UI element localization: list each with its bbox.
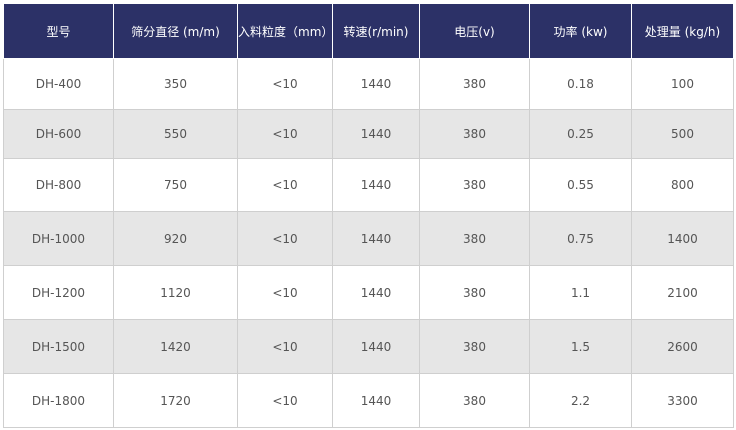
table-cell: 350 [113,58,238,110]
header-row: 型号 筛分直径 (m/m) 入料粒度（mm） 转速(r/min) 电压(v) 功率 (kw… [3,3,734,59]
table-cell: DH-1000 [3,211,114,266]
table-cell: 800 [631,158,734,212]
table-cell: <10 [237,373,333,428]
table-cell: 550 [113,109,238,159]
table-row: DH-800 750 <10 1440 380 0.55 800 [3,158,734,212]
table-cell: 1440 [332,58,420,110]
table-cell: 0.25 [529,109,632,159]
table-cell: 1.1 [529,265,632,320]
table-cell: <10 [237,265,333,320]
table-cell: 1440 [332,158,420,212]
table-cell: 380 [419,265,530,320]
table-cell: 1.5 [529,319,632,374]
table-cell: DH-600 [3,109,114,159]
table-cell: <10 [237,109,333,159]
header-cell: 型号 [3,3,114,59]
table-cell: 0.75 [529,211,632,266]
header-cell: 筛分直径 (m/m) [113,3,238,59]
table-cell: DH-800 [3,158,114,212]
table-cell: 920 [113,211,238,266]
table-cell: <10 [237,319,333,374]
table-cell: 1440 [332,265,420,320]
table-cell: <10 [237,158,333,212]
table-cell: 1440 [332,319,420,374]
header-cell: 入料粒度（mm） [237,3,333,59]
table-cell: DH-1500 [3,319,114,374]
spec-table-wrap: 型号 筛分直径 (m/m) 入料粒度（mm） 转速(r/min) 电压(v) 功率 (kw… [3,3,734,428]
table-cell: 1440 [332,211,420,266]
header-cell: 转速(r/min) [332,3,420,59]
table-cell: DH-400 [3,58,114,110]
table-cell: 1720 [113,373,238,428]
table-cell: 2100 [631,265,734,320]
header-cell: 处理量 (kg/h) [631,3,734,59]
table-cell: 1400 [631,211,734,266]
table-cell: 0.18 [529,58,632,110]
table-cell: 380 [419,319,530,374]
table-cell: 1420 [113,319,238,374]
table-cell: 380 [419,211,530,266]
table-cell: <10 [237,58,333,110]
table-cell: 380 [419,58,530,110]
table-row: DH-1000 920 <10 1440 380 0.75 1400 [3,211,734,266]
table-cell: 3300 [631,373,734,428]
table-cell: 750 [113,158,238,212]
table-body: DH-400 350 <10 1440 380 0.18 100 DH-600 550 <10 14… [3,58,734,428]
table-cell: 2.2 [529,373,632,428]
table-cell: <10 [237,211,333,266]
table-row: DH-1200 1120 <10 1440 380 1.1 2100 [3,265,734,320]
spec-table: 型号 筛分直径 (m/m) 入料粒度（mm） 转速(r/min) 电压(v) 功率 (kw… [3,3,734,428]
header-cell: 电压(v) [419,3,530,59]
table-row: DH-1500 1420 <10 1440 380 1.5 2600 [3,319,734,374]
table-cell: 2600 [631,319,734,374]
table-cell: 1120 [113,265,238,320]
table-row: DH-600 550 <10 1440 380 0.25 500 [3,109,734,159]
table-row: DH-1800 1720 <10 1440 380 2.2 3300 [3,373,734,428]
table-cell: 500 [631,109,734,159]
table-cell: 380 [419,109,530,159]
table-cell: DH-1800 [3,373,114,428]
table-cell: 380 [419,158,530,212]
table-cell: DH-1200 [3,265,114,320]
header-cell: 功率 (kw) [529,3,632,59]
table-cell: 0.55 [529,158,632,212]
table-cell: 380 [419,373,530,428]
table-cell: 1440 [332,373,420,428]
table-cell: 1440 [332,109,420,159]
table-cell: 100 [631,58,734,110]
table-row: DH-400 350 <10 1440 380 0.18 100 [3,58,734,110]
